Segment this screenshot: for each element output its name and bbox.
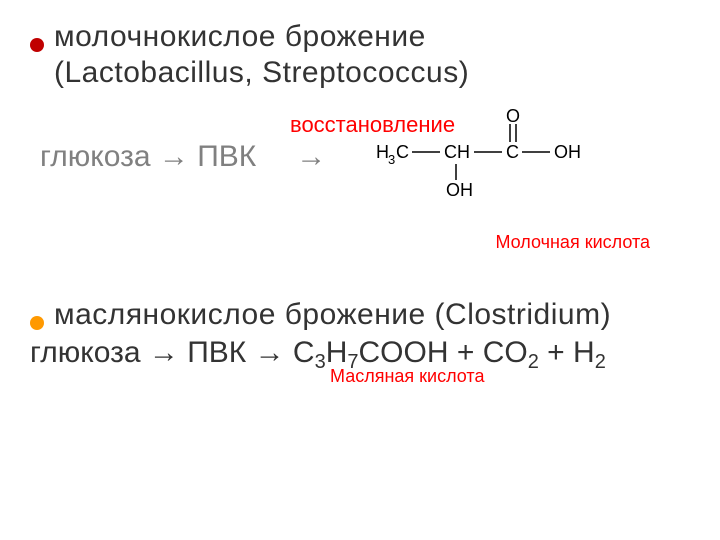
- butyric-acid-caption: Масляная кислота: [330, 366, 484, 387]
- reaction2-prefix: глюкоза → ПВК → C: [30, 336, 315, 369]
- svg-text:C: C: [396, 142, 409, 162]
- reaction2-plus-h: + H: [539, 336, 595, 369]
- svg-text:C: C: [506, 142, 519, 162]
- section1-title-line1: молочнокислое брожение: [54, 20, 426, 54]
- section1-title-line2: (Lactobacillus, Streptococcus): [54, 56, 690, 90]
- lactic-acid-structure: H 3 C CH OH C O: [376, 108, 596, 198]
- reaction1-text: глюкоза → ПВК: [40, 140, 256, 174]
- reaction1-arrow: →: [296, 140, 326, 174]
- reaction2-line: глюкоза → ПВК → C3H7COOH + CO2 + H2 Масл…: [30, 336, 690, 370]
- svg-text:OH: OH: [554, 142, 581, 162]
- svg-text:3: 3: [388, 152, 395, 167]
- section2-title: маслянокислое брожение (Clostridium): [54, 298, 611, 332]
- bullet-orange: [30, 316, 44, 330]
- sub-2a: 2: [528, 351, 539, 373]
- svg-text:CH: CH: [444, 142, 470, 162]
- bullet-red: [30, 38, 44, 52]
- reaction2-h: H: [326, 336, 348, 369]
- sub-2b: 2: [595, 351, 606, 373]
- lactic-acid-caption: Молочная кислота: [30, 232, 650, 253]
- sub-3: 3: [315, 351, 326, 373]
- svg-text:O: O: [506, 108, 520, 126]
- svg-text:OH: OH: [446, 180, 473, 198]
- reaction2-cooh: COOH + CO: [359, 336, 528, 369]
